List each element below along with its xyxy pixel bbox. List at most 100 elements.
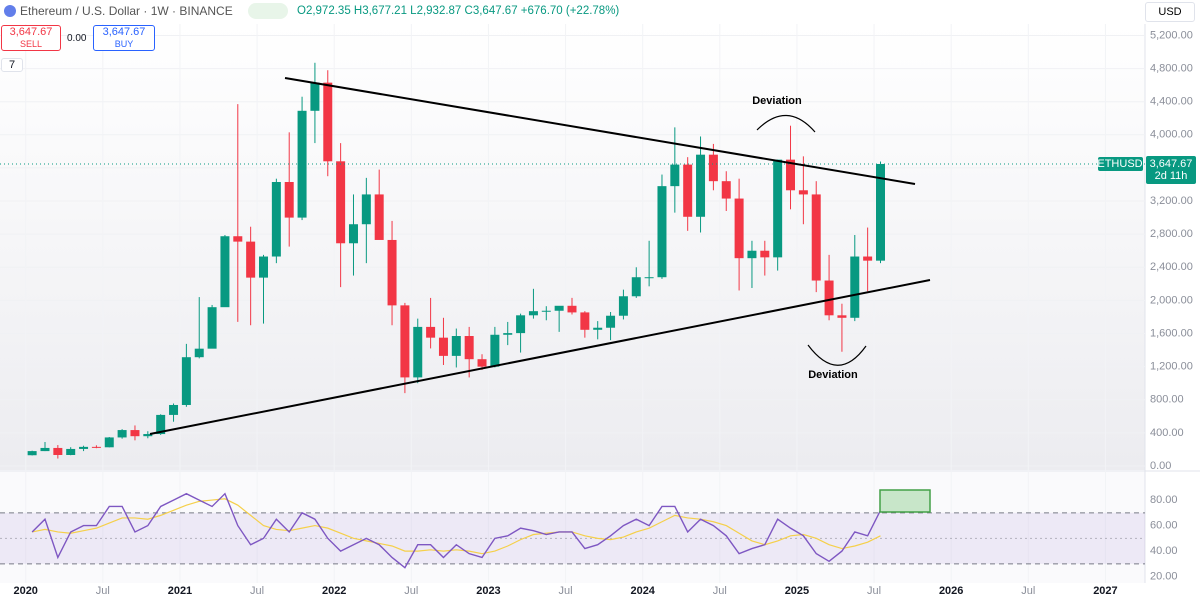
candle-body [554,305,564,311]
y-tick-label: 0.00 [1150,460,1171,472]
y-tick-label: 400.00 [1150,427,1184,439]
candle-body [786,159,796,191]
buy-price: 3,647.67 [102,26,146,38]
x-tick-label: Jul [713,585,727,597]
symbol: Ethereum / U.S. Dollar · 1W · BINANCE [20,4,233,18]
annotation: Deviation [808,369,858,381]
candle-body [618,296,628,316]
candle-body [631,277,641,297]
buy-button[interactable]: 3,647.67 BUY [93,25,155,51]
sell-button[interactable]: 3,647.67 SELL [1,25,61,51]
candle-body [310,82,320,111]
candle-body [40,447,50,452]
sell-price: 3,647.67 [9,26,53,38]
candle-body [606,315,616,328]
candle-body [91,446,101,448]
candle-body [451,336,461,356]
candle-body [567,305,577,313]
candle-body [811,194,821,281]
x-tick-label: 2027 [1093,585,1117,597]
rsi-tick-label: 60.00 [1150,519,1178,531]
candle-body [400,305,410,378]
candle-body [464,336,474,360]
candle-body [708,154,718,182]
x-tick-label: 2025 [785,585,809,597]
rsi-line [31,492,882,569]
candle-body [426,326,436,338]
y-tick-label: 4,400.00 [1150,96,1193,108]
candle-body [297,110,307,218]
symbol-tag [1098,156,1143,171]
indicator-count: 7 [8,59,16,71]
y-tick-label: 4,800.00 [1150,62,1193,74]
candle-body [130,430,140,437]
candle-body [169,404,179,415]
candle-body [837,315,847,318]
deviation-arc [756,114,816,133]
annotation: Deviation [752,95,802,107]
y-tick-label: 1,200.00 [1150,361,1193,373]
trend-line-lower [149,279,931,435]
candle-body [361,194,371,225]
y-tick-label: 5,200.00 [1150,29,1193,41]
x-tick-label: Jul [1021,585,1035,597]
candle-body [284,182,294,218]
trend-line-upper [284,77,916,185]
candle-body [760,250,770,258]
sell-label: SELL [19,39,43,49]
candle-body [683,164,693,217]
currency-select[interactable]: USD [1145,2,1195,22]
candle-body [863,256,873,261]
candle-body [220,236,230,308]
rsi-tick-label: 80.00 [1150,494,1178,506]
y-tick-label: 1,600.00 [1150,327,1193,339]
candle-body [516,315,526,334]
candle-body [79,446,89,449]
x-tick-label: 2020 [13,585,37,597]
status-pill[interactable] [248,3,288,19]
x-tick-label: 2026 [939,585,963,597]
candle-body [27,451,37,456]
candle-body [323,82,333,162]
candle-body [271,182,281,257]
ohlc: O2,972.35 H3,677.21 L2,932.87 C3,647.67 … [297,5,620,17]
rsi-tick-label: 20.00 [1150,571,1178,583]
y-tick-label: 2,800.00 [1150,228,1193,240]
y-tick-label: 3,200.00 [1150,195,1193,207]
candle-body [670,164,680,187]
x-tick-label: 2022 [322,585,346,597]
candle-body [734,198,744,259]
candle-body [438,337,448,356]
price-pane [0,24,1145,470]
candle-body [721,181,731,199]
indicator-toggle[interactable]: 7 [1,58,23,72]
x-tick-label: Jul [867,585,881,597]
candle-body [798,190,808,195]
candle-body [207,307,217,349]
symbol-info: Ethereum / U.S. Dollar · 1W · BINANCE [4,4,233,18]
rsi-pane [0,472,1145,583]
price-tag-text: 3,647.67 [1150,158,1193,170]
x-tick-label: Jul [250,585,264,597]
candle-body [259,256,269,278]
x-tick-label: Jul [96,585,110,597]
y-tick-label: 4,000.00 [1150,129,1193,141]
x-tick-label: Jul [559,585,573,597]
candle-body [246,241,256,278]
rsi-tick-label: 40.00 [1150,545,1178,557]
candle-body [194,348,204,358]
candle-body [644,277,654,279]
candle-body [387,239,397,306]
candle-body [747,250,757,259]
candle-body [477,359,487,367]
price-tag [1146,155,1196,184]
candle-body [657,186,667,278]
candle-body [117,430,127,438]
y-tick-label: 800.00 [1150,394,1184,406]
rsi-ma-line [32,498,881,555]
candle-body [413,326,423,378]
candle-body [143,434,153,437]
buy-label: BUY [114,39,134,49]
candle-body [528,311,538,316]
